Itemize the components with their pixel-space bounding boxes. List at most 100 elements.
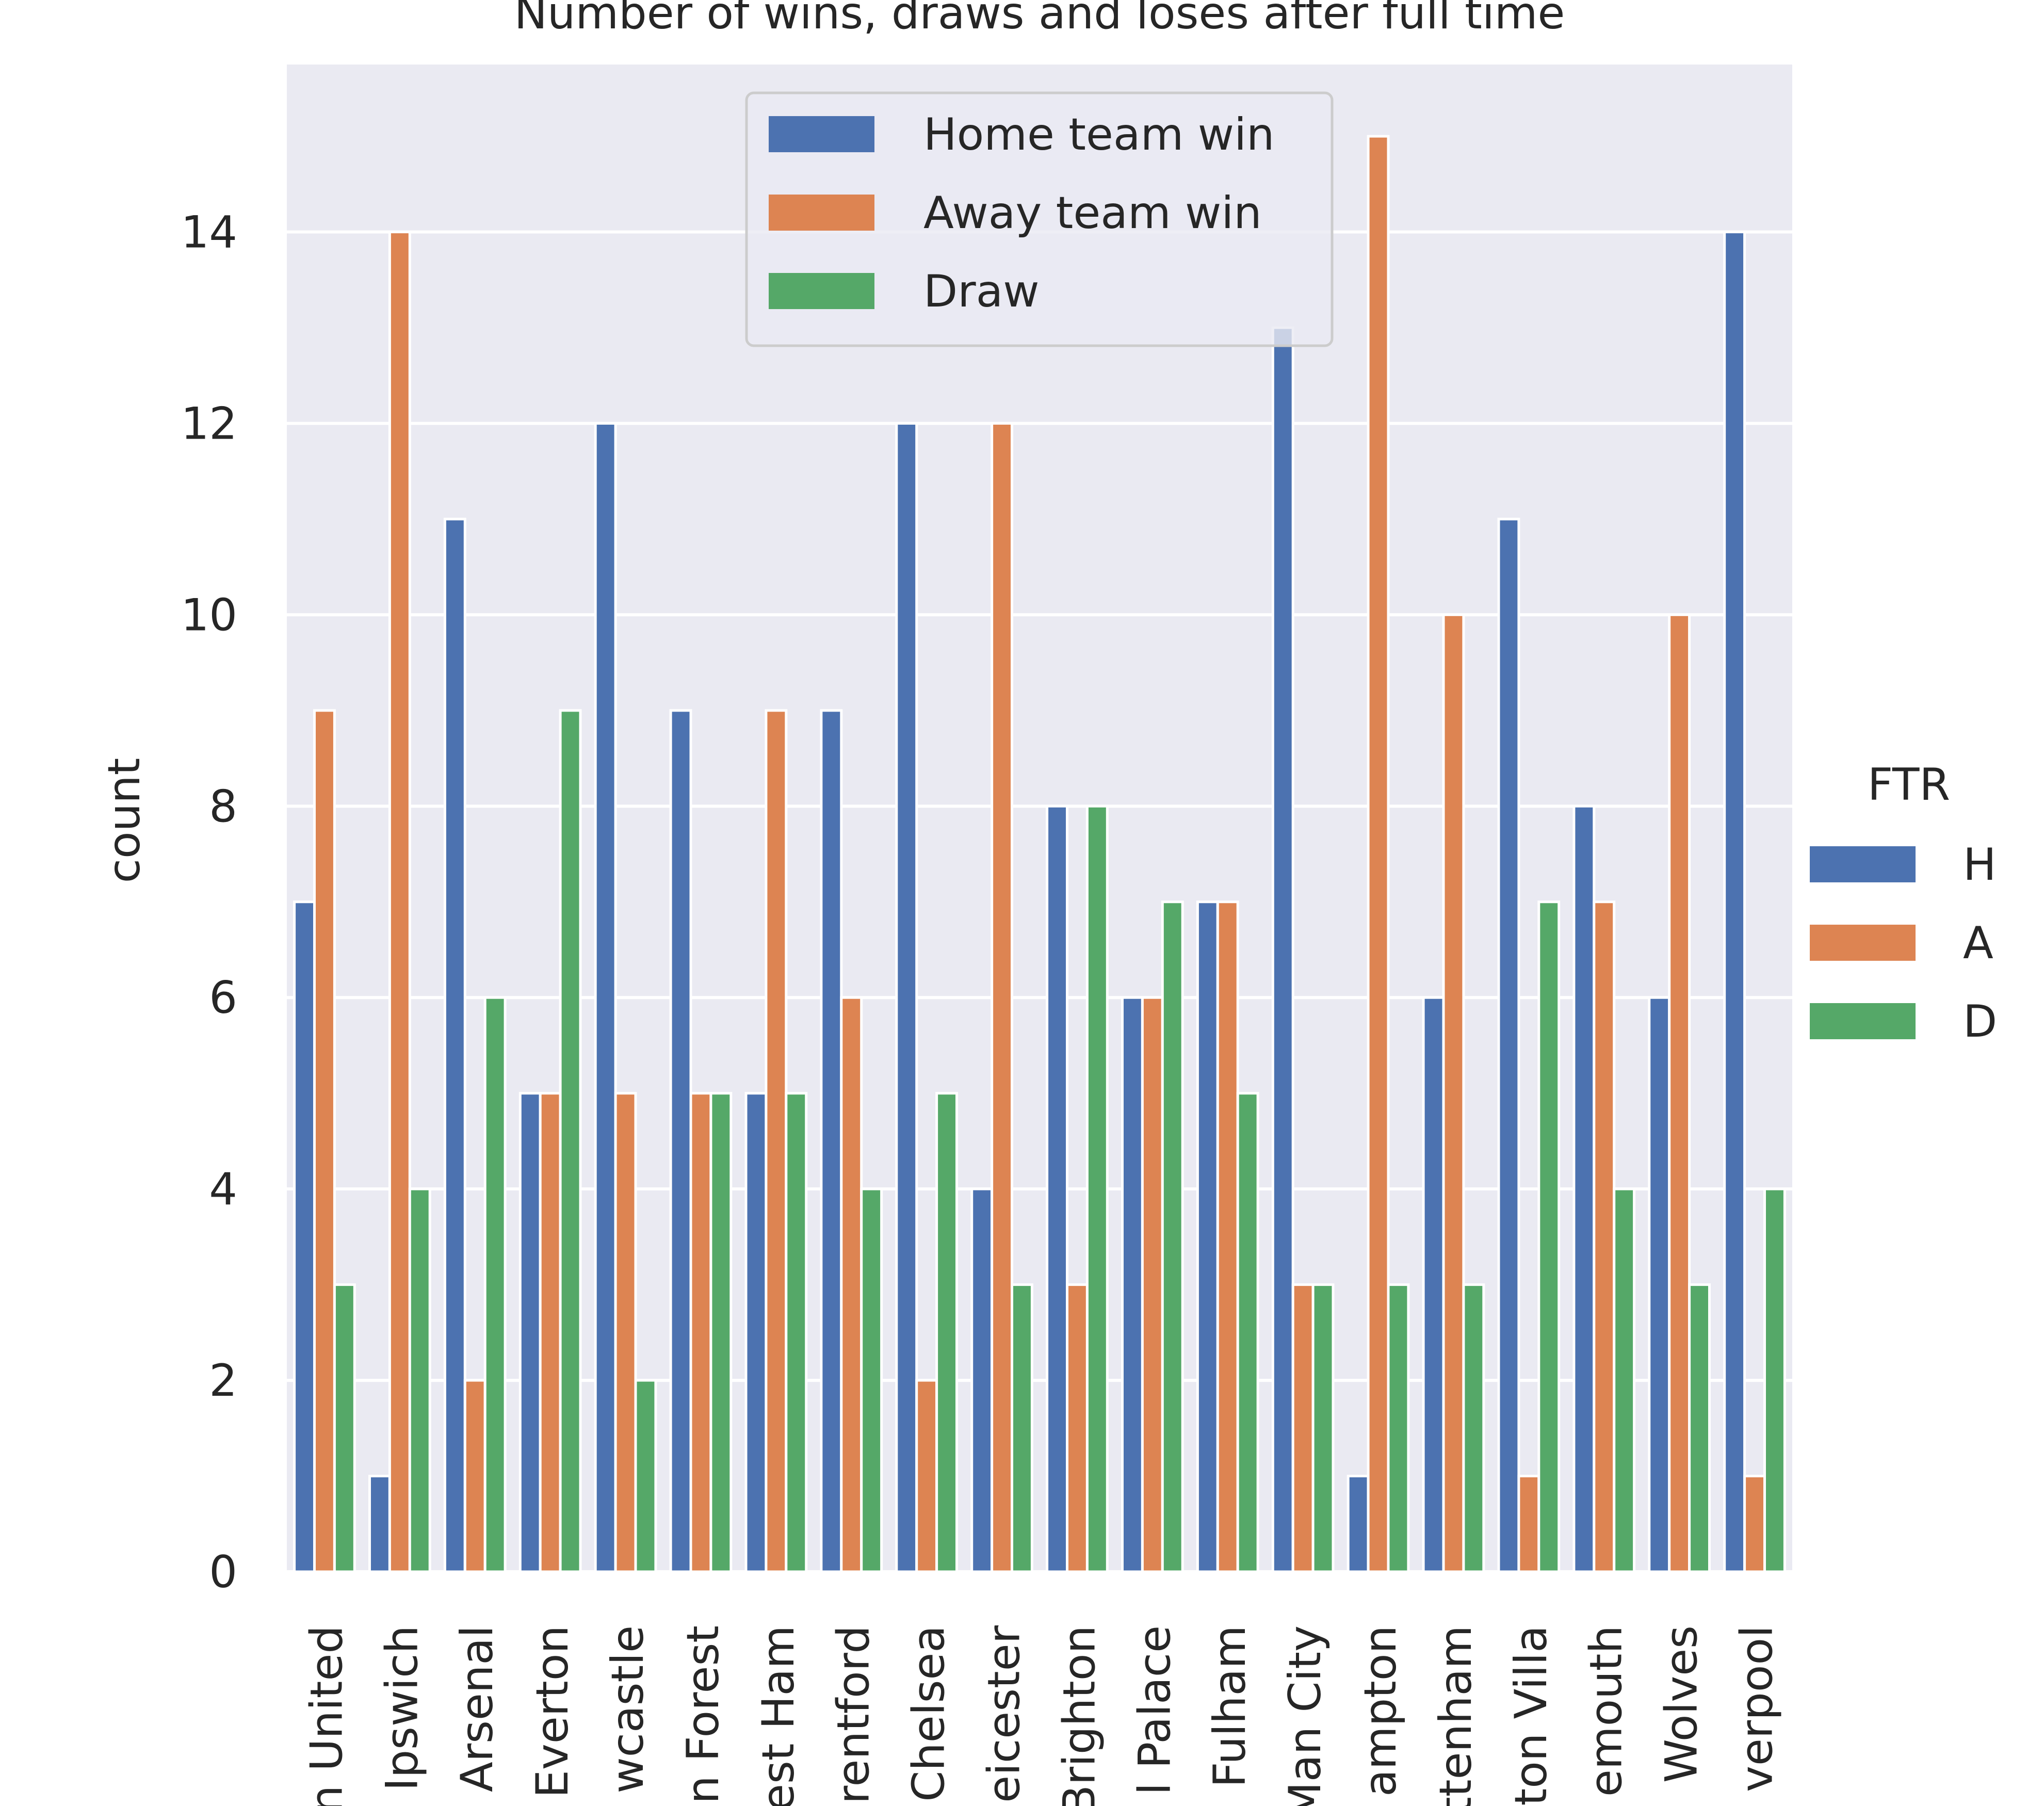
x-tick-label-everton: Everton [527,1625,578,1798]
bar-l-palace-away-team-win [1141,996,1164,1573]
legend-frame [745,91,1334,347]
bar-ton-villa-home-team-win [1497,518,1520,1573]
chart-title: Number of wins, draws and loses after fu… [514,0,1565,39]
y-tick-label-4: 4 [209,1164,237,1215]
bar-n-forest-draw [709,1092,733,1573]
x-tick-label-emouth: emouth [1581,1625,1632,1797]
y-tick-label-8: 8 [209,781,237,832]
hue-legend-title: FTR [1868,759,1950,811]
bar-rentford-home-team-win [820,709,843,1573]
x-tick-label-ampton: ampton [1355,1625,1406,1797]
bar-n-forest-away-team-win [689,1092,712,1573]
legend-label-home-team-win: Home team win [923,109,1274,160]
bar-ipswich-draw [408,1187,431,1573]
x-tick-label-arsenal: Arsenal [451,1625,503,1792]
bar-rentford-draw [860,1187,883,1573]
hue-legend-label-a: A [1963,917,1993,969]
x-tick-label-n-forest: n Forest [677,1625,729,1804]
bar-emouth-home-team-win [1572,804,1596,1573]
bar-eicester-away-team-win [991,422,1014,1573]
bar-man-city-home-team-win [1271,326,1294,1573]
legend-swatch-home-team-win [769,116,874,152]
hue-legend: FTR HAD [1810,759,1997,1047]
bar-emouth-draw [1613,1187,1636,1573]
bar-wolves-away-team-win [1668,613,1691,1573]
bars [293,135,1786,1573]
x-tick-label-brighton: Brighton [1053,1625,1105,1806]
x-tick-label-rentford: rentford [828,1625,880,1804]
y-tick-label-6: 6 [209,972,237,1024]
x-tick-label-ttenham: ttenham [1430,1625,1482,1806]
x-tick-label-man-city: Man City [1279,1625,1331,1806]
bar-ampton-away-team-win [1367,135,1390,1573]
bar-ipswich-home-team-win [368,1475,391,1573]
bar-ampton-draw [1387,1283,1410,1573]
bar-n-forest-home-team-win [669,709,692,1573]
x-tick-label-eicester: eicester [978,1625,1030,1802]
bar-est-ham-draw [785,1092,808,1573]
bar-n-united-home-team-win [293,900,316,1573]
bar-chelsea-home-team-win [895,422,918,1573]
bar-brighton-home-team-win [1046,804,1068,1573]
y-tick-label-0: 0 [209,1546,237,1598]
bar-n-united-away-team-win [313,709,336,1573]
bar-chelsea-draw [935,1092,959,1573]
bar-arsenal-draw [483,996,507,1573]
y-tick-label-10: 10 [181,589,237,641]
y-tick-label-2: 2 [209,1355,237,1407]
legend-swatch-draw [769,273,874,309]
legend-swatch-away-team-win [769,195,874,231]
legend: Home team win Away team win Draw [745,91,1334,347]
bar-everton-away-team-win [539,1092,562,1573]
bar-ttenham-draw [1462,1283,1485,1573]
y-axis-label: count [99,758,150,883]
bar-rentford-away-team-win [840,996,863,1573]
x-tick-label-chelsea: Chelsea [903,1625,955,1802]
bar-chelsea-away-team-win [915,1379,938,1573]
bar-man-city-draw [1311,1283,1335,1573]
bar-emouth-away-team-win [1593,900,1616,1573]
bar-wcastle-draw [634,1379,657,1573]
bar-wolves-home-team-win [1648,996,1671,1573]
bar-verpool-draw [1763,1187,1786,1573]
bar-fulham-away-team-win [1216,900,1239,1573]
bar-ampton-home-team-win [1347,1475,1370,1573]
bar-arsenal-away-team-win [463,1379,486,1573]
x-tick-label-wcastle: wcastle [602,1625,654,1794]
bar-est-ham-away-team-win [765,709,788,1573]
x-tick-labels: n United Ipswich Arsenal Everton wcastle n Fo… [301,1625,1782,1806]
bar-wcastle-away-team-win [614,1092,637,1573]
bar-ton-villa-away-team-win [1517,1475,1540,1573]
bar-ttenham-away-team-win [1442,613,1465,1573]
legend-label-draw: Draw [923,266,1040,317]
hue-legend-label-d: D [1963,996,1997,1047]
x-tick-label-ipswich: Ipswich [376,1625,428,1791]
hue-legend-label-h: H [1963,839,1997,891]
hue-legend-swatch-a [1810,925,1916,961]
bar-n-united-draw [333,1283,356,1573]
bar-arsenal-home-team-win [443,518,466,1573]
bar-est-ham-home-team-win [744,1092,768,1573]
bar-man-city-away-team-win [1291,1283,1315,1573]
x-tick-label-l-palace: l Palace [1129,1625,1180,1795]
bar-ton-villa-draw [1537,900,1561,1573]
hue-legend-swatch-d [1810,1003,1916,1039]
bar-eicester-home-team-win [970,1187,994,1573]
bar-everton-draw [559,709,582,1573]
y-tick-label-14: 14 [181,207,237,259]
bar-ipswich-away-team-win [388,231,411,1573]
bar-eicester-draw [1011,1283,1033,1573]
x-tick-label-wolves: Wolves [1656,1625,1708,1783]
bar-verpool-home-team-win [1723,231,1746,1573]
x-tick-label-verpool: verpool [1731,1625,1782,1792]
bar-brighton-draw [1085,804,1109,1573]
y-tick-label-12: 12 [181,398,237,449]
bar-wcastle-home-team-win [594,422,617,1573]
bar-fulham-home-team-win [1196,900,1219,1573]
bar-everton-home-team-win [518,1092,542,1573]
bar-l-palace-home-team-win [1121,996,1144,1573]
legend-label-away-team-win: Away team win [923,187,1262,239]
hue-legend-swatch-h [1810,846,1916,882]
